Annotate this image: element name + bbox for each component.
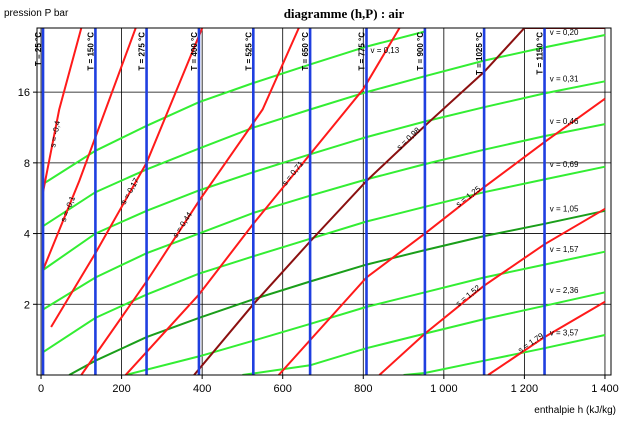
plot-frame — [36, 27, 612, 376]
y-tick-label: 16 — [18, 87, 30, 99]
y-tick-label: 8 — [24, 158, 30, 170]
isentrope-label: s = 0,44 — [171, 210, 195, 239]
isotherm-label: T = 1025 °C — [475, 32, 484, 75]
x-tick-label: 600 — [274, 383, 292, 395]
y-tick-label: 2 — [24, 299, 30, 311]
isentrope-curve — [42, 28, 83, 193]
x-tick-label: 1 400 — [591, 383, 619, 395]
isochore-curve — [403, 334, 606, 375]
plot-border — [36, 27, 612, 376]
isochore-label: v = 1,05 — [550, 204, 579, 213]
isotherm-label: T = 150 °C — [86, 32, 95, 71]
isochore-label: v = 0,13 — [370, 46, 399, 55]
isentrope-label: s = 1,25 — [454, 184, 483, 209]
isochore-label: v = 1,57 — [550, 245, 579, 254]
isotherm-label: T = 775 °C — [358, 32, 367, 71]
isentrope-label: s = -0,4 — [48, 120, 62, 149]
isotherm-lines — [41, 28, 546, 375]
isotherm-label: T = 400 °C — [190, 32, 199, 71]
isentrope-curve — [193, 28, 605, 375]
isotherm-label: T = 525 °C — [244, 32, 253, 71]
x-tick-label: 200 — [112, 383, 130, 395]
isochore-curve — [42, 80, 606, 271]
x-tick-label: 1 200 — [511, 383, 539, 395]
curve-labels: v = 0,13 v = 0,20 v = 0,31 v = 0,46 v = 0,69… — [34, 28, 579, 354]
isochore-curve — [42, 123, 606, 311]
chart-title: diagramme (h,P) : air — [284, 6, 405, 21]
isotherm-label: T = 650 °C — [301, 32, 310, 71]
isotherm-label: T = 275 °C — [138, 32, 147, 71]
isotherm-label: T = 1150 °C — [536, 32, 545, 75]
x-tick-label: 1 000 — [430, 383, 458, 395]
isentrope-label: s = -0,1 — [59, 194, 78, 223]
x-axis-label: enthalpie h (kJ/kg) — [534, 405, 616, 416]
y-axis-label: pression P bar — [4, 8, 69, 19]
isentrope-curve — [124, 28, 401, 375]
isochore-curve — [42, 30, 426, 185]
x-tick-label: 0 — [38, 383, 44, 395]
y-tick-label: 4 — [24, 229, 30, 241]
x-tick-label: 800 — [354, 383, 372, 395]
isochore-label: v = 0,20 — [550, 28, 579, 37]
isotherm-label: T = 900 °C — [416, 32, 425, 71]
isochore-label: v = 2,36 — [550, 286, 579, 295]
isochore-label: v = 0,46 — [550, 117, 579, 126]
x-tick-label: 400 — [193, 383, 211, 395]
isochore-label: v = 0,69 — [550, 160, 579, 169]
isotherm-label: T = 25 °C — [34, 32, 43, 66]
isochore-label: v = 0,31 — [550, 74, 579, 83]
axis-ticks: 0 200 400 600 800 1 000 1 200 1 400 2 4 8 16 — [18, 87, 619, 395]
isentrope-curve — [50, 28, 204, 328]
isochore-label: v = 3,57 — [550, 329, 579, 338]
isentrope-curve — [80, 28, 300, 375]
isentrope-curve — [277, 97, 606, 375]
isentrope-curve — [42, 28, 137, 271]
